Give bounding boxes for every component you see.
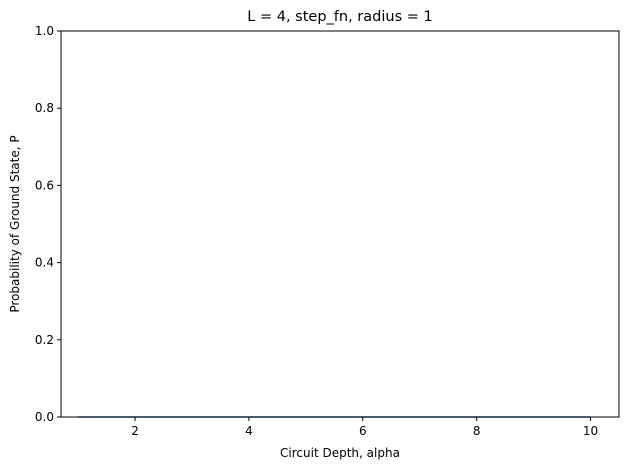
- y-tick-label: 0.4: [35, 256, 54, 270]
- x-tick-label: 2: [131, 424, 139, 438]
- x-tick-label: 4: [245, 424, 253, 438]
- x-tick-label: 10: [583, 424, 598, 438]
- x-axis-label: Circuit Depth, alpha: [280, 446, 400, 460]
- y-tick-label: 0.6: [35, 178, 54, 192]
- x-tick-label: 6: [359, 424, 367, 438]
- y-axis-label: Probability of Ground State, P: [8, 135, 22, 312]
- y-tick-label: 0.8: [35, 101, 54, 115]
- y-tick-label: 0.0: [35, 410, 54, 424]
- y-tick-label: 0.2: [35, 333, 54, 347]
- chart-title: L = 4, step_fn, radius = 1: [247, 9, 432, 25]
- y-tick-label: 1.0: [35, 24, 54, 38]
- plot-frame: [60, 30, 620, 418]
- y-axis-ticks: 0.0 0.2 0.4 0.6 0.8 1.0: [35, 24, 61, 424]
- x-axis-ticks: 2 4 6 8 10: [131, 417, 598, 438]
- x-tick-label: 8: [473, 424, 481, 438]
